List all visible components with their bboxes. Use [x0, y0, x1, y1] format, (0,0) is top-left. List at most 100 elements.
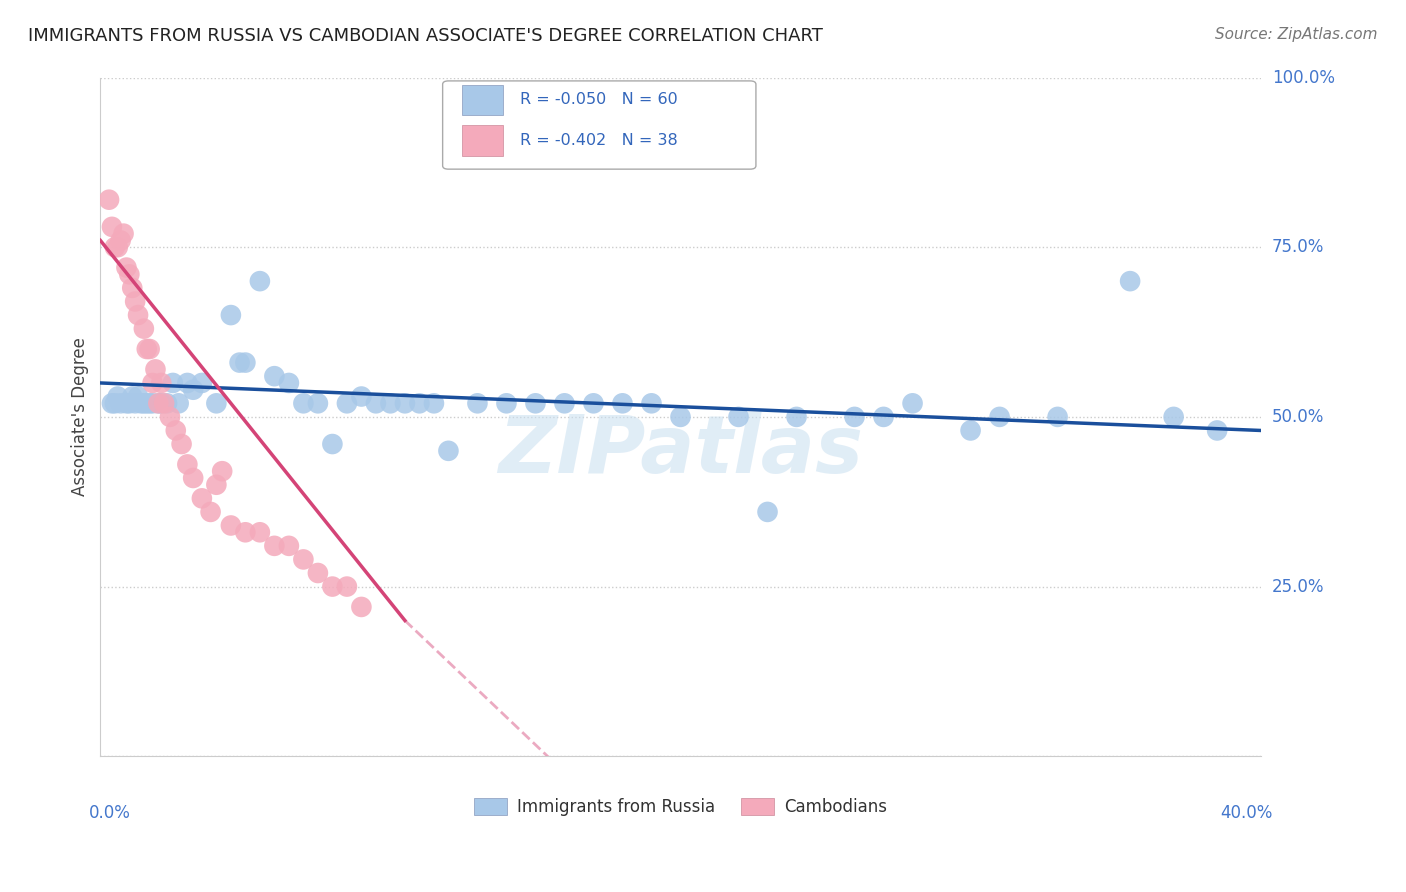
- Point: [307, 566, 329, 580]
- Point: [1163, 409, 1185, 424]
- Point: [235, 525, 257, 540]
- Point: [321, 437, 343, 451]
- Legend: Immigrants from Russia, Cambodians: Immigrants from Russia, Cambodians: [467, 791, 894, 822]
- Point: [148, 396, 170, 410]
- Point: [292, 396, 315, 410]
- Point: [135, 342, 157, 356]
- Text: 25.0%: 25.0%: [1272, 578, 1324, 596]
- Point: [553, 396, 575, 410]
- Point: [110, 396, 132, 410]
- Text: 50.0%: 50.0%: [1272, 408, 1324, 425]
- Point: [408, 396, 430, 410]
- Point: [138, 396, 160, 410]
- Point: [249, 525, 271, 540]
- Point: [205, 477, 228, 491]
- Point: [150, 396, 173, 410]
- Point: [150, 376, 173, 390]
- Point: [104, 396, 127, 410]
- Point: [235, 355, 257, 369]
- Text: 0.0%: 0.0%: [89, 804, 131, 822]
- Point: [132, 321, 155, 335]
- Point: [129, 396, 152, 410]
- Text: 100.0%: 100.0%: [1272, 69, 1334, 87]
- Point: [153, 396, 176, 410]
- Point: [110, 234, 132, 248]
- Point: [844, 409, 866, 424]
- Point: [107, 240, 129, 254]
- Text: R = -0.050   N = 60: R = -0.050 N = 60: [520, 93, 678, 108]
- Point: [336, 580, 359, 594]
- Point: [127, 390, 149, 404]
- Point: [115, 396, 138, 410]
- Point: [249, 274, 271, 288]
- Point: [200, 505, 222, 519]
- Point: [277, 539, 299, 553]
- Point: [176, 458, 198, 472]
- Point: [121, 390, 143, 404]
- Point: [786, 409, 808, 424]
- Point: [132, 396, 155, 410]
- Point: [495, 396, 517, 410]
- Point: [121, 281, 143, 295]
- Point: [181, 471, 204, 485]
- Point: [350, 599, 373, 614]
- Point: [524, 396, 547, 410]
- Point: [124, 396, 146, 410]
- Point: [1206, 424, 1229, 438]
- Point: [104, 240, 127, 254]
- Point: [423, 396, 446, 410]
- Point: [988, 409, 1011, 424]
- Point: [101, 219, 124, 234]
- Point: [170, 437, 193, 451]
- Point: [307, 396, 329, 410]
- Point: [263, 539, 285, 553]
- Text: 75.0%: 75.0%: [1272, 238, 1324, 256]
- Point: [98, 193, 121, 207]
- Point: [167, 396, 190, 410]
- Point: [101, 396, 124, 410]
- Point: [191, 376, 214, 390]
- Point: [582, 396, 605, 410]
- Point: [1119, 274, 1142, 288]
- Point: [321, 580, 343, 594]
- Point: [127, 308, 149, 322]
- Bar: [463, 126, 503, 156]
- Point: [115, 260, 138, 275]
- Point: [118, 396, 141, 410]
- Point: [181, 383, 204, 397]
- Point: [205, 396, 228, 410]
- Point: [228, 355, 250, 369]
- Point: [380, 396, 402, 410]
- Y-axis label: Associate's Degree: Associate's Degree: [72, 337, 89, 496]
- Point: [336, 396, 359, 410]
- Point: [107, 390, 129, 404]
- Point: [118, 268, 141, 282]
- Point: [727, 409, 749, 424]
- Point: [138, 342, 160, 356]
- Point: [191, 491, 214, 506]
- Point: [159, 409, 181, 424]
- Bar: [463, 85, 503, 115]
- Point: [156, 396, 179, 410]
- Point: [124, 294, 146, 309]
- Point: [640, 396, 662, 410]
- Point: [219, 308, 242, 322]
- Text: R = -0.402   N = 38: R = -0.402 N = 38: [520, 133, 678, 148]
- Point: [165, 424, 187, 438]
- Point: [350, 390, 373, 404]
- Point: [467, 396, 489, 410]
- Point: [364, 396, 387, 410]
- FancyBboxPatch shape: [443, 81, 756, 169]
- Point: [959, 424, 981, 438]
- Point: [176, 376, 198, 390]
- Point: [135, 396, 157, 410]
- Point: [142, 396, 165, 410]
- Point: [112, 227, 135, 241]
- Point: [142, 376, 165, 390]
- Point: [277, 376, 299, 390]
- Point: [1046, 409, 1069, 424]
- Point: [394, 396, 416, 410]
- Text: Source: ZipAtlas.com: Source: ZipAtlas.com: [1215, 27, 1378, 42]
- Text: 40.0%: 40.0%: [1220, 804, 1272, 822]
- Point: [219, 518, 242, 533]
